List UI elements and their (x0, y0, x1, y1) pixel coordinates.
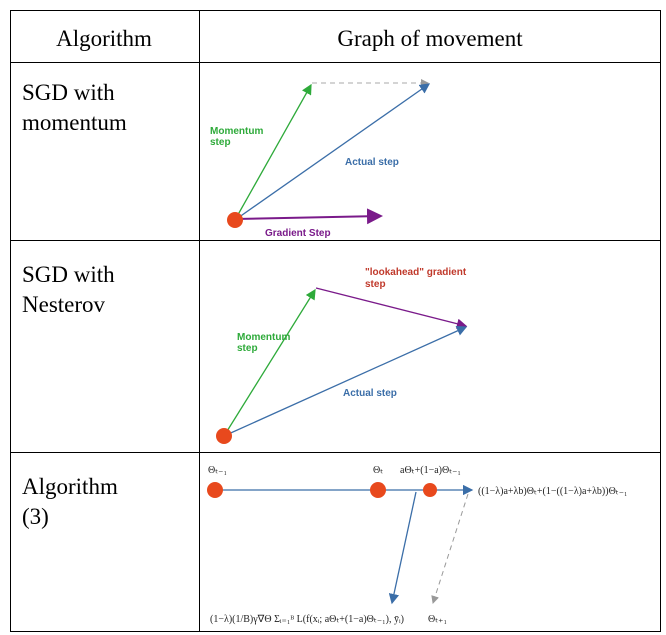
row-label: Algorithm (22, 474, 118, 499)
diagram-label: step (210, 137, 231, 148)
row-label: SGD with (22, 262, 115, 287)
row-label: SGD with (22, 80, 115, 105)
row-label: momentum (22, 110, 127, 135)
diagram-label: "lookahead" gradient (365, 267, 467, 278)
diagram-label: Momentum (237, 332, 290, 343)
diagram-label: step (365, 279, 386, 290)
header-cell: Graph of movement (337, 26, 523, 51)
nesterov-diagram (216, 287, 468, 444)
math-label: Θₜ₋₁ (208, 465, 227, 476)
diagram-label: Gradient Step (265, 228, 331, 239)
diagram-label: Actual step (343, 388, 397, 399)
header-cell: Algorithm (56, 26, 152, 51)
math-label: (1−λ)(1/B)γ∇Θ Σᵢ₌₁ᴮ L(f(xᵢ; aΘₜ+(1−a)Θₜ₋… (210, 614, 404, 625)
row-label: Nesterov (22, 292, 106, 317)
table-grid (10, 10, 661, 632)
diagram-label: Momentum (210, 126, 263, 137)
algorithm3-diagram (207, 482, 474, 605)
diagram-label: Actual step (345, 157, 399, 168)
math-label: Θₜ₊₁ (428, 614, 447, 625)
diagram-label: step (237, 343, 258, 354)
momentum-diagram (227, 79, 431, 228)
math-label: aΘₜ+(1−a)Θₜ₋₁ (400, 465, 461, 476)
math-label: ((1−λ)a+λb)Θₜ+(1−((1−λ)a+λb))Θₜ₋₁ (478, 486, 628, 497)
math-label: Θₜ (373, 465, 383, 476)
row-label: (3) (22, 504, 49, 529)
